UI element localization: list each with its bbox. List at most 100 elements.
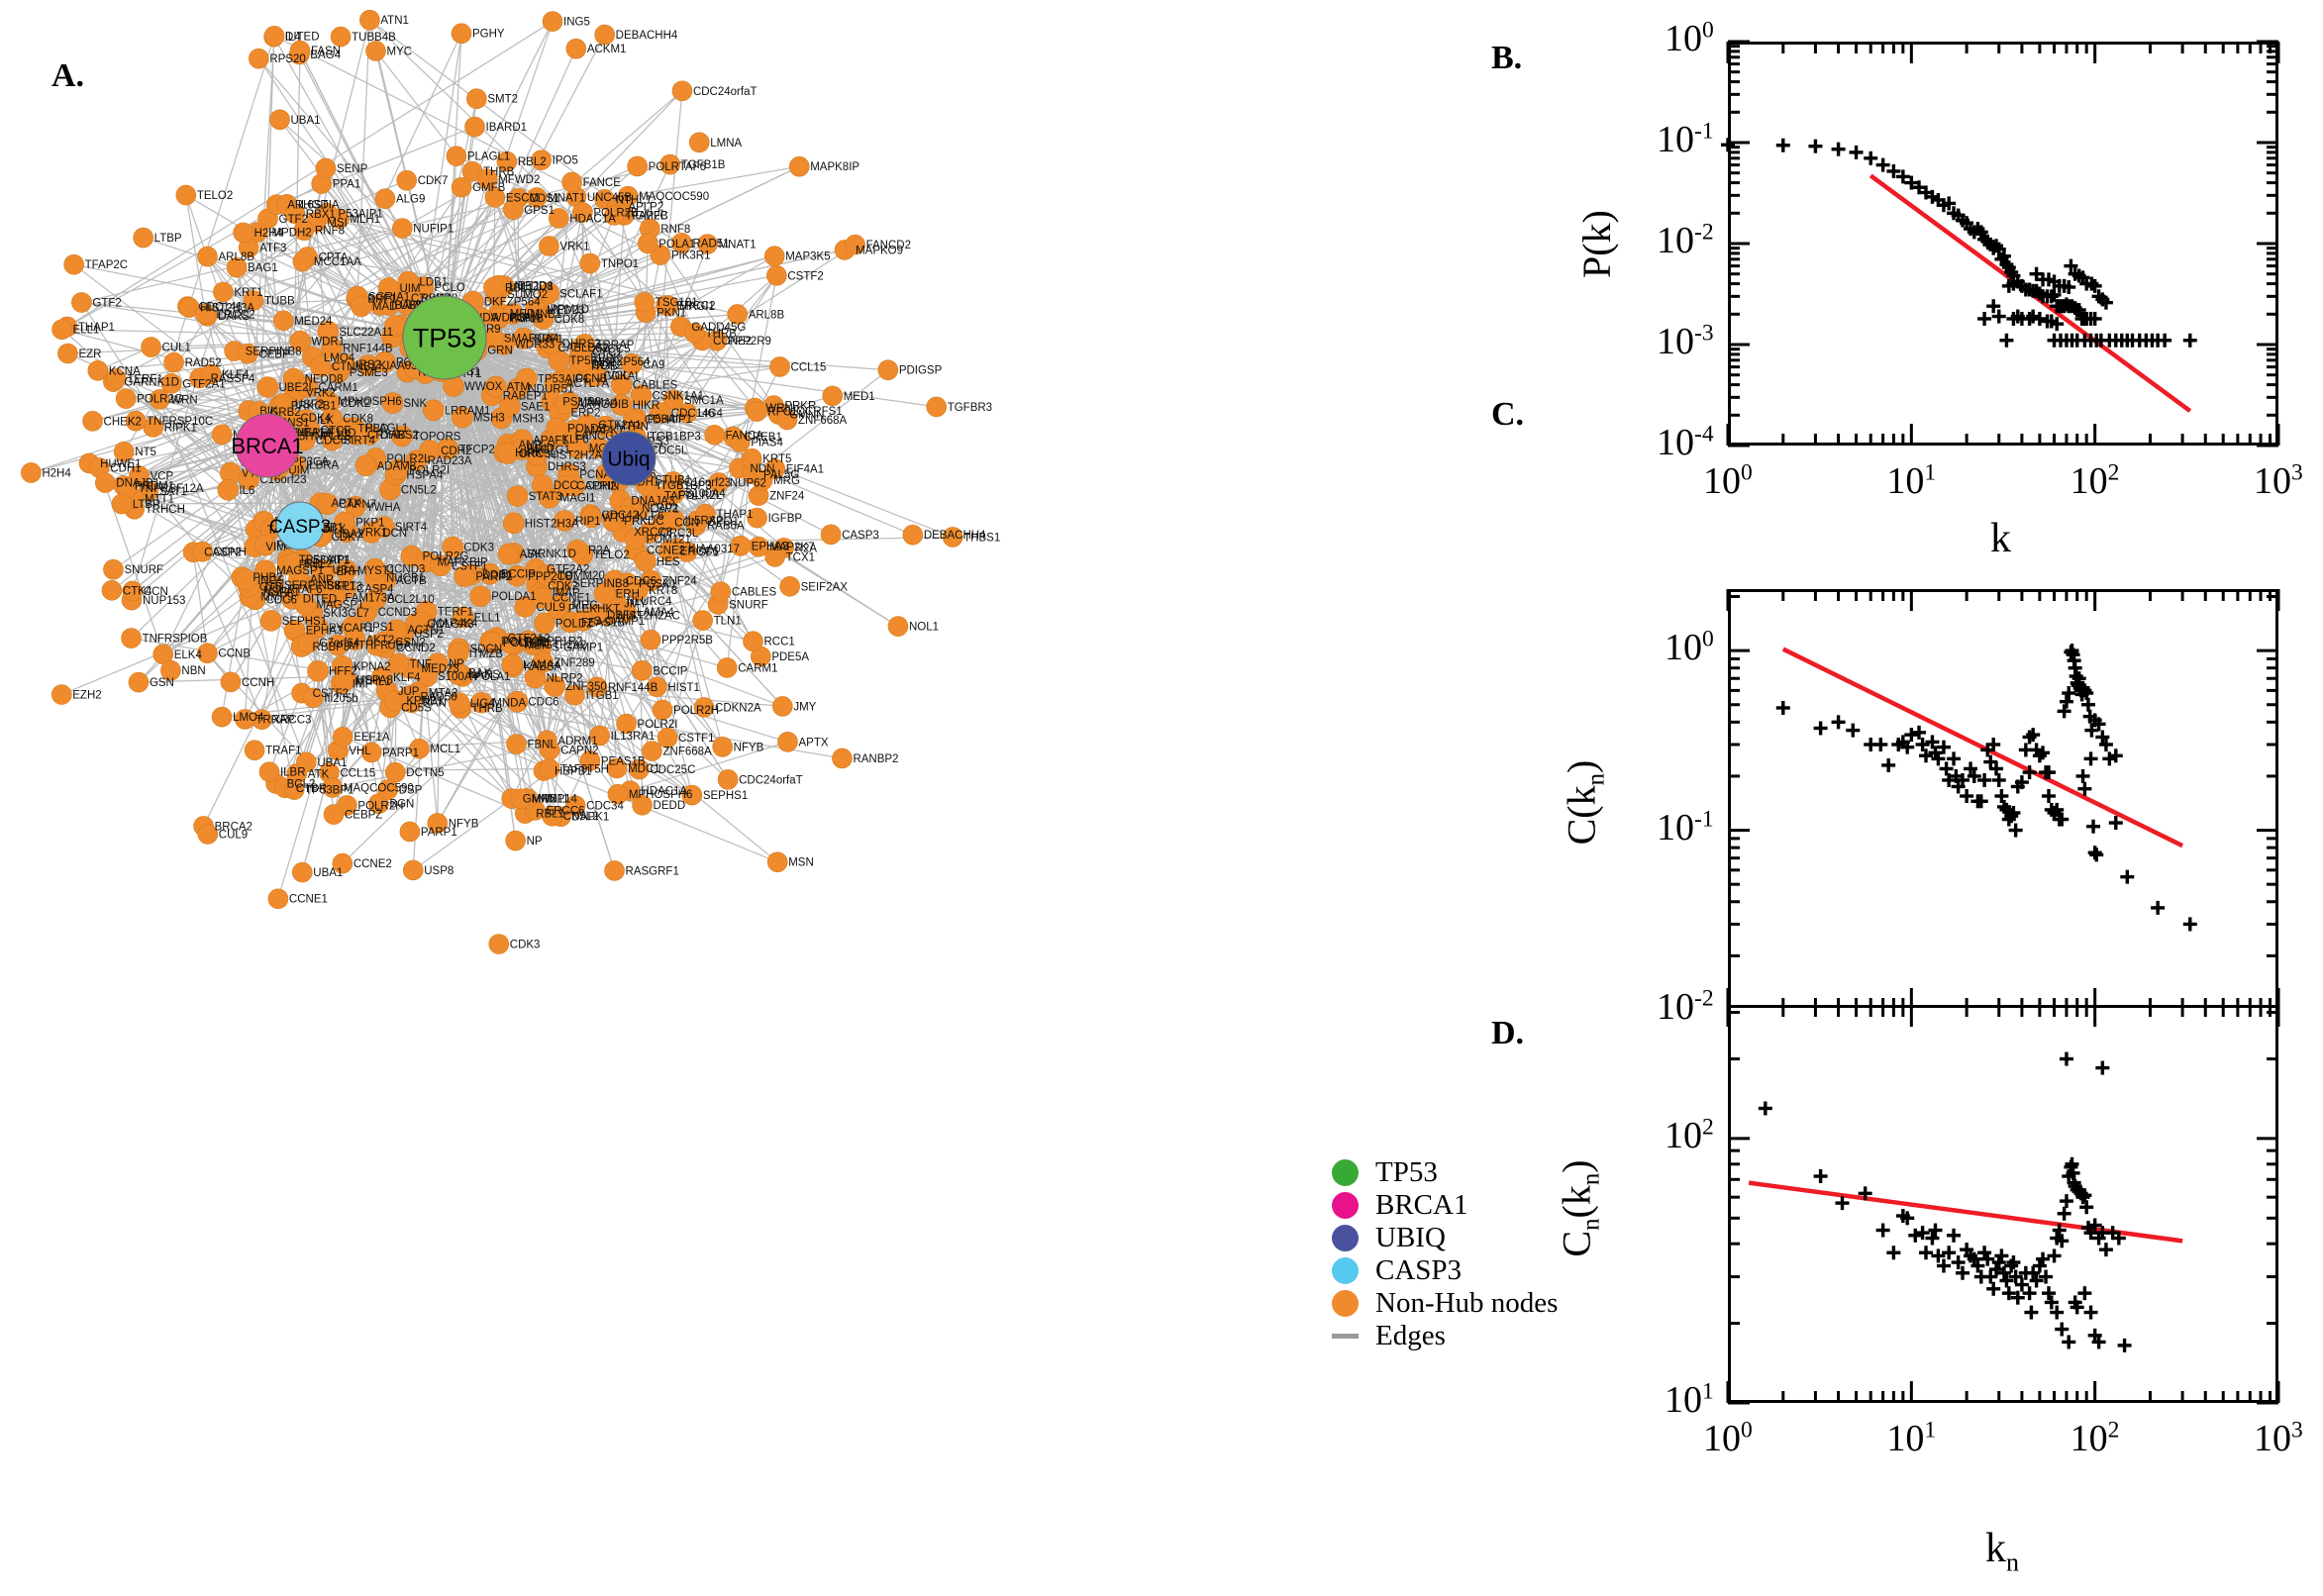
- network-node[interactable]: [571, 350, 594, 372]
- network-node[interactable]: [650, 402, 671, 424]
- network-node[interactable]: [446, 146, 467, 166]
- network-node[interactable]: [585, 364, 607, 387]
- network-node[interactable]: [238, 344, 258, 364]
- network-node[interactable]: [579, 750, 601, 771]
- network-node[interactable]: [360, 742, 382, 763]
- network-node[interactable]: [447, 643, 469, 664]
- network-node[interactable]: [615, 601, 637, 623]
- network-node[interactable]: [532, 650, 555, 673]
- network-node[interactable]: [657, 295, 679, 317]
- network-node[interactable]: [51, 319, 72, 341]
- network-node[interactable]: [106, 368, 127, 389]
- network-node[interactable]: [514, 596, 537, 618]
- network-node[interactable]: [315, 157, 337, 179]
- network-node[interactable]: [359, 9, 380, 31]
- network-node[interactable]: [640, 569, 662, 592]
- network-node[interactable]: [397, 270, 420, 293]
- network-node[interactable]: [409, 738, 430, 759]
- network-node[interactable]: [269, 109, 290, 131]
- network-node[interactable]: [344, 629, 366, 650]
- network-node[interactable]: [727, 304, 748, 325]
- network-node[interactable]: [263, 26, 285, 47]
- network-node[interactable]: [50, 684, 72, 705]
- network-node[interactable]: [82, 411, 103, 432]
- network-node[interactable]: [656, 727, 678, 748]
- network-node[interactable]: [233, 222, 253, 244]
- network-node[interactable]: [259, 610, 282, 632]
- network-node[interactable]: [752, 469, 773, 491]
- network-node[interactable]: [716, 657, 738, 678]
- network-node[interactable]: [345, 495, 366, 518]
- network-node[interactable]: [192, 541, 213, 562]
- network-node[interactable]: [647, 676, 667, 698]
- network-node[interactable]: [374, 188, 396, 210]
- network-node[interactable]: [354, 454, 377, 477]
- network-node[interactable]: [642, 741, 662, 761]
- network-node[interactable]: [502, 512, 525, 535]
- network-node[interactable]: [333, 670, 355, 692]
- network-node[interactable]: [374, 350, 396, 373]
- network-node[interactable]: [546, 597, 568, 620]
- network-node[interactable]: [586, 676, 608, 698]
- network-node[interactable]: [561, 171, 582, 193]
- network-node[interactable]: [741, 448, 762, 469]
- network-node[interactable]: [197, 246, 218, 267]
- network-node[interactable]: [593, 582, 616, 605]
- network-node[interactable]: [256, 376, 279, 398]
- network-node[interactable]: [607, 783, 629, 805]
- network-node[interactable]: [387, 652, 410, 675]
- network-node[interactable]: [637, 233, 658, 254]
- network-node[interactable]: [779, 575, 800, 597]
- network-node[interactable]: [289, 330, 312, 352]
- network-node[interactable]: [125, 410, 147, 432]
- network-node[interactable]: [258, 761, 280, 782]
- network-node[interactable]: [712, 737, 733, 757]
- network-node[interactable]: [470, 691, 493, 714]
- network-node[interactable]: [632, 794, 653, 816]
- network-node[interactable]: [87, 360, 109, 381]
- network-node[interactable]: [160, 373, 182, 394]
- network-node[interactable]: [572, 202, 593, 223]
- network-node[interactable]: [427, 813, 449, 834]
- network-node[interactable]: [539, 758, 560, 779]
- network-node[interactable]: [544, 675, 566, 697]
- network-node[interactable]: [777, 732, 798, 752]
- network-node[interactable]: [141, 337, 161, 357]
- network-node[interactable]: [377, 779, 398, 800]
- network-node[interactable]: [249, 48, 269, 69]
- network-node[interactable]: [546, 417, 567, 440]
- network-node[interactable]: [640, 629, 661, 650]
- network-node[interactable]: [267, 888, 289, 910]
- network-node[interactable]: [391, 425, 413, 448]
- network-node[interactable]: [451, 176, 472, 198]
- network-node[interactable]: [506, 564, 528, 587]
- network-node[interactable]: [332, 852, 354, 874]
- network-node[interactable]: [103, 558, 124, 580]
- hub-node-tp53[interactable]: [402, 295, 487, 380]
- network-node[interactable]: [272, 392, 295, 415]
- network-node[interactable]: [565, 38, 587, 59]
- network-node[interactable]: [272, 310, 294, 332]
- network-node[interactable]: [776, 409, 798, 431]
- network-node[interactable]: [411, 612, 433, 634]
- network-node[interactable]: [594, 24, 615, 46]
- network-node[interactable]: [769, 356, 790, 377]
- network-node[interactable]: [688, 132, 710, 153]
- network-node[interactable]: [235, 709, 255, 730]
- network-node[interactable]: [391, 218, 413, 239]
- network-node[interactable]: [483, 276, 505, 299]
- network-node[interactable]: [845, 234, 865, 255]
- network-node[interactable]: [704, 424, 725, 446]
- network-node[interactable]: [122, 580, 144, 602]
- network-node[interactable]: [497, 443, 519, 464]
- network-node[interactable]: [195, 304, 216, 325]
- network-node[interactable]: [217, 478, 240, 501]
- network-node[interactable]: [488, 934, 510, 954]
- network-node[interactable]: [548, 208, 569, 229]
- network-node[interactable]: [496, 150, 518, 172]
- network-node[interactable]: [296, 751, 317, 773]
- network-node[interactable]: [506, 485, 529, 507]
- network-node[interactable]: [469, 585, 492, 608]
- network-node[interactable]: [346, 424, 367, 446]
- network-node[interactable]: [294, 593, 317, 616]
